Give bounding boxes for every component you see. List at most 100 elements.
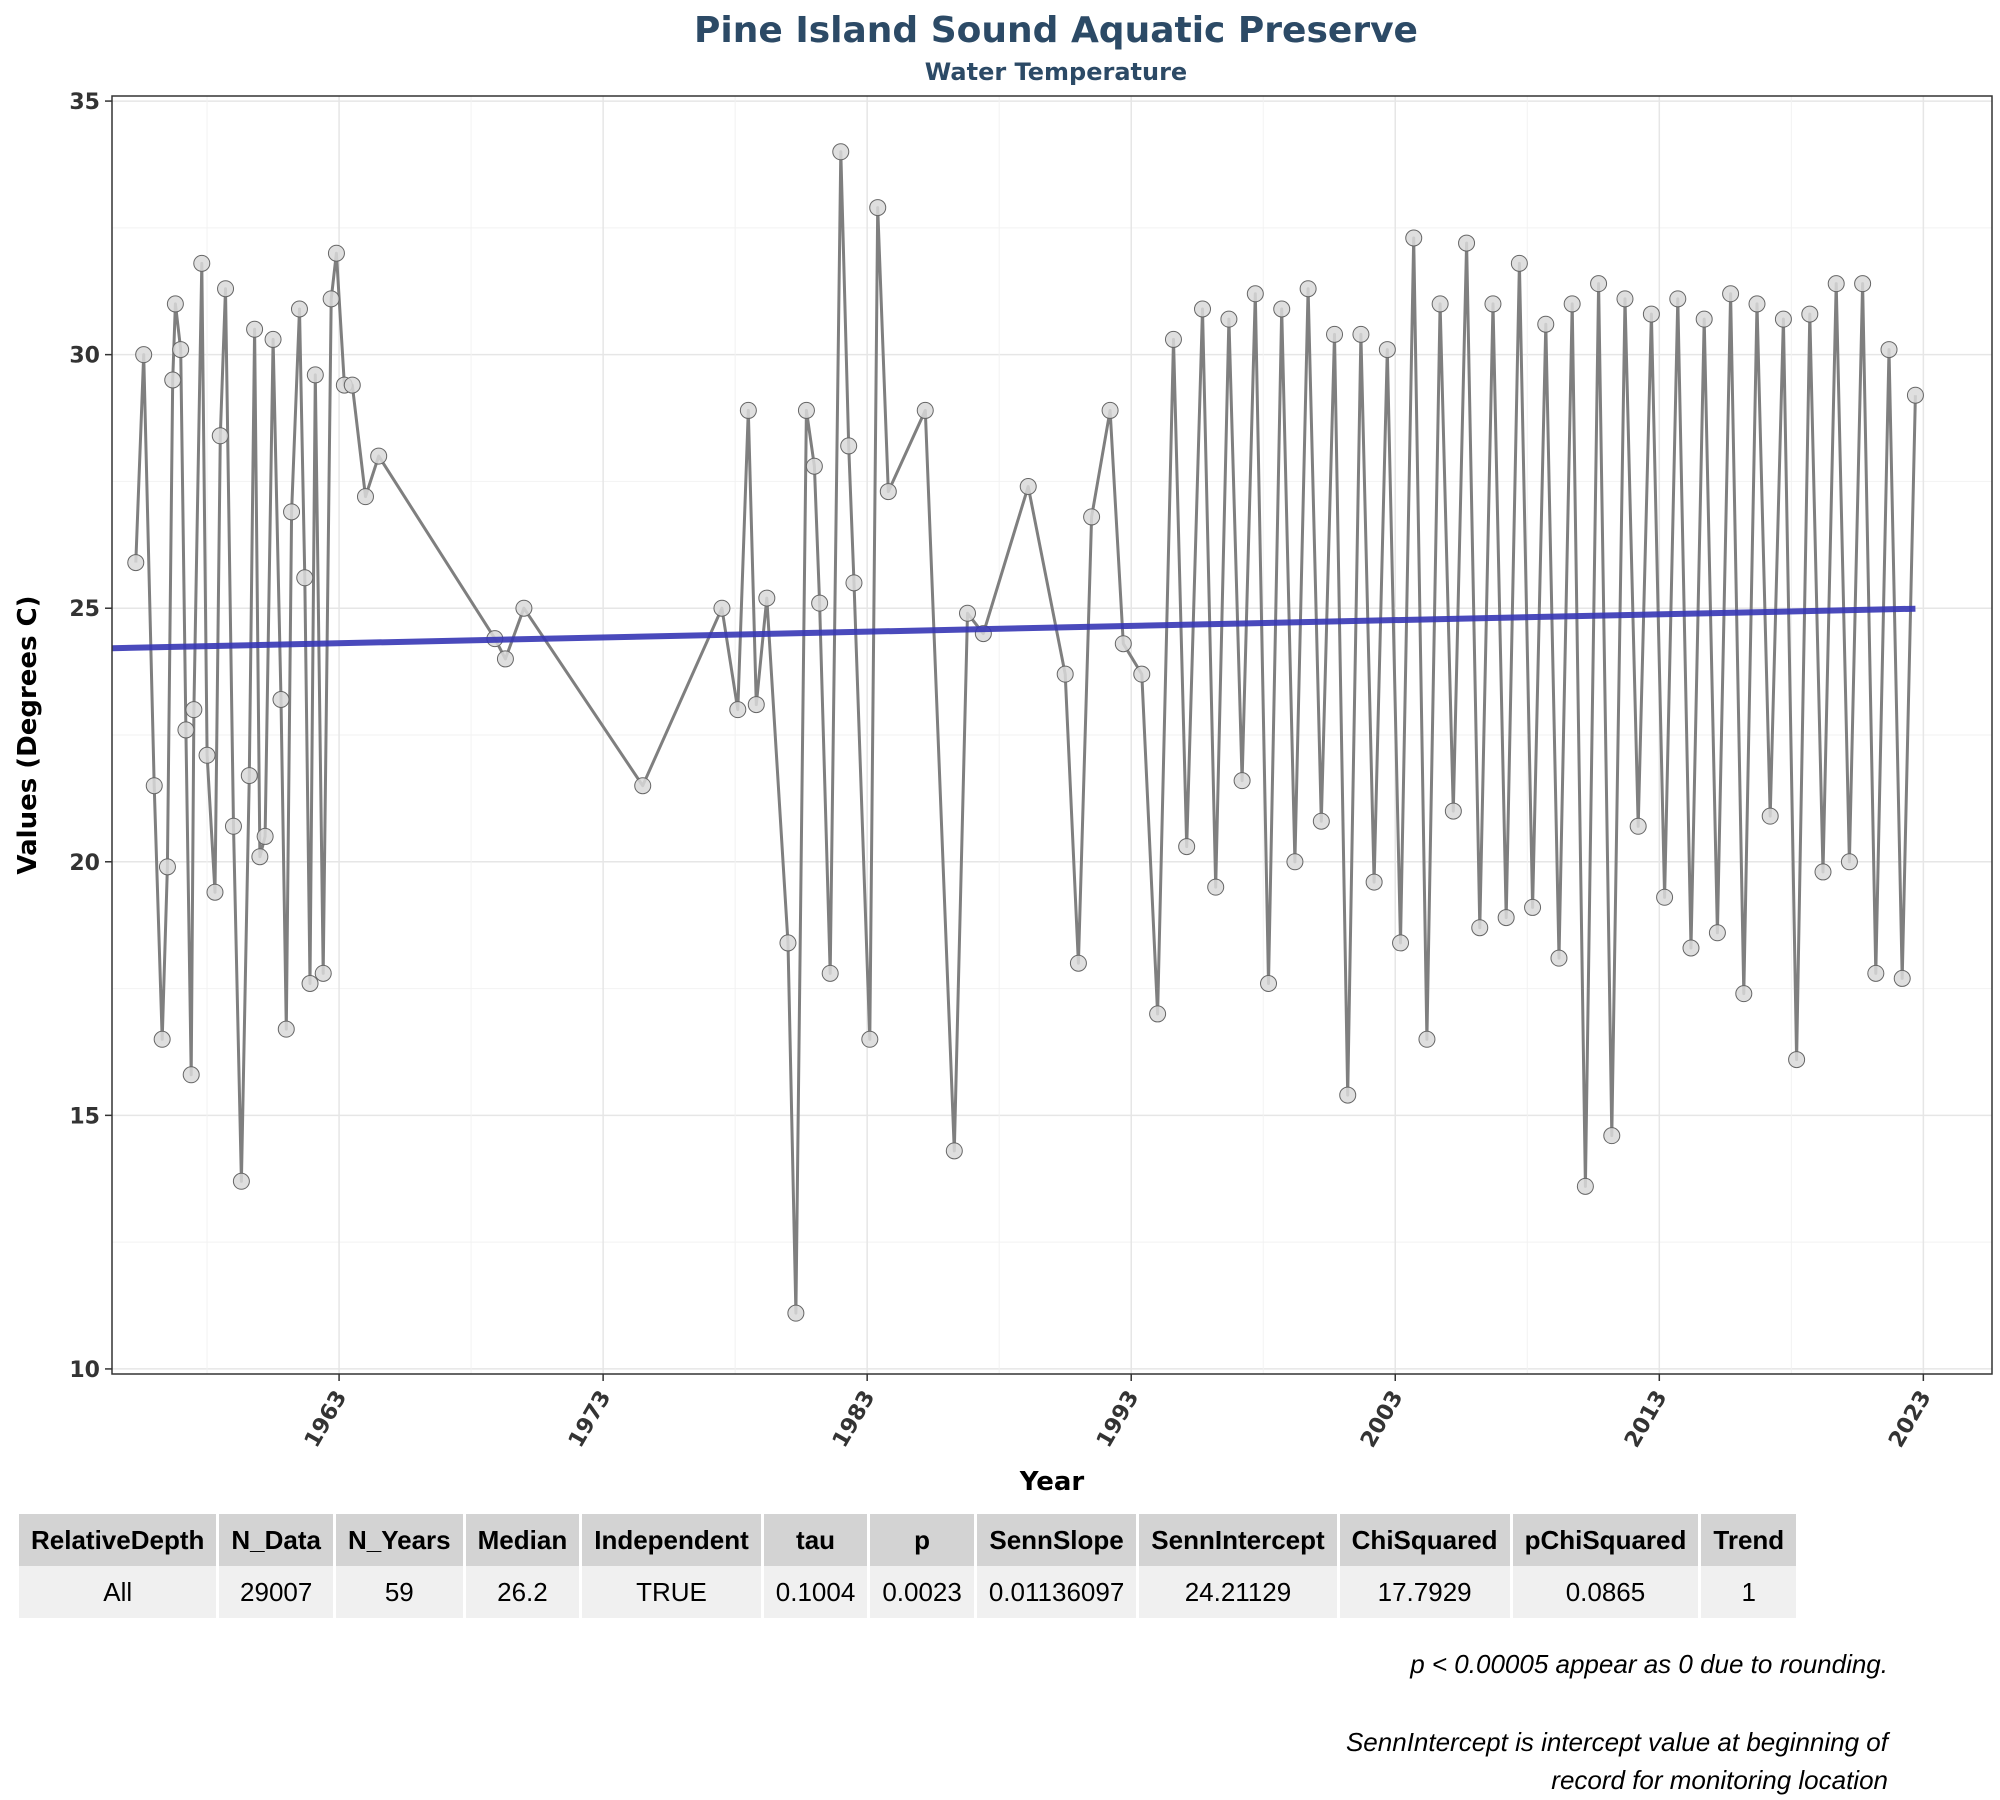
plot-border xyxy=(111,95,1993,1375)
data-point xyxy=(264,330,282,348)
data-point xyxy=(158,858,176,876)
data-point xyxy=(758,589,776,607)
data-point xyxy=(1642,305,1660,323)
data-point xyxy=(916,401,934,419)
data-point xyxy=(1735,985,1753,1003)
data-point xyxy=(1563,295,1581,313)
x-tick-label: 1993 xyxy=(1092,1387,1144,1453)
header-senn-intercept: SennIntercept xyxy=(1139,1514,1337,1566)
header-independent: Independent xyxy=(582,1514,761,1566)
trend-line xyxy=(111,605,1916,652)
grid xyxy=(112,96,1992,1374)
data-point xyxy=(251,848,269,866)
data-point xyxy=(240,767,258,785)
x-tick-label: 1983 xyxy=(828,1387,880,1453)
data-point xyxy=(1220,310,1238,328)
cell-tau: 0.1004 xyxy=(763,1566,868,1618)
data-point xyxy=(1510,254,1528,272)
data-point xyxy=(232,1172,250,1190)
data-point xyxy=(861,1030,879,1048)
data-point xyxy=(1365,873,1383,891)
cell-p: 0.0023 xyxy=(870,1566,974,1618)
cell-trend: 1 xyxy=(1701,1566,1797,1618)
cell-independent: TRUE xyxy=(582,1566,761,1618)
data-point xyxy=(1603,1127,1621,1145)
data-point xyxy=(1339,1086,1357,1104)
data-point xyxy=(1405,229,1423,247)
header-senn-slope: SennSlope xyxy=(976,1514,1137,1566)
data-point xyxy=(314,964,332,982)
table-row: All 29007 59 26.2 TRUE 0.1004 0.0023 0.0… xyxy=(19,1566,1797,1618)
data-point xyxy=(1695,310,1713,328)
data-point xyxy=(283,503,301,521)
data-point xyxy=(1840,853,1858,871)
data-point xyxy=(1194,300,1212,318)
data-point xyxy=(1471,919,1489,937)
header-p-chi-squared: pChiSquared xyxy=(1512,1514,1699,1566)
cell-chi-squared: 17.7929 xyxy=(1339,1566,1510,1618)
data-point xyxy=(1069,954,1087,972)
data-point xyxy=(290,300,308,318)
chart: Pine Island Sound Aquatic Preserve Water… xyxy=(13,10,1993,1497)
data-point xyxy=(1550,949,1568,967)
data-point xyxy=(182,1066,200,1084)
data-point xyxy=(1246,285,1264,303)
data-point xyxy=(1101,401,1119,419)
data-point xyxy=(135,346,153,364)
data-point xyxy=(1444,802,1462,820)
data-point xyxy=(1906,386,1924,404)
data-point xyxy=(1669,290,1687,308)
data-point xyxy=(1326,325,1344,343)
y-axis-title: Values (Degrees C) xyxy=(13,595,43,874)
data-point xyxy=(840,437,858,455)
y-tick-label: 15 xyxy=(69,1104,100,1129)
data-point xyxy=(515,599,533,617)
data-point xyxy=(1083,508,1101,526)
data-point xyxy=(1378,341,1396,359)
y-tick-label: 30 xyxy=(69,344,100,369)
data-point xyxy=(821,964,839,982)
data-point xyxy=(185,701,203,719)
data-point xyxy=(1537,315,1555,333)
data-point xyxy=(1616,290,1634,308)
data-point xyxy=(1133,665,1151,683)
cell-senn-intercept: 24.21129 xyxy=(1139,1566,1337,1618)
x-tick-label: 1973 xyxy=(564,1387,616,1453)
data-point xyxy=(1233,772,1251,790)
data-point xyxy=(206,883,224,901)
data-point xyxy=(343,376,361,394)
header-chi-squared: ChiSquared xyxy=(1339,1514,1510,1566)
data-point xyxy=(1497,909,1515,927)
data-point xyxy=(729,701,747,719)
data-point xyxy=(246,320,264,338)
data-point xyxy=(1484,295,1502,313)
data-point xyxy=(296,569,314,587)
data-point xyxy=(1748,295,1766,313)
data-point xyxy=(779,934,797,952)
data-point xyxy=(1827,275,1845,293)
data-point xyxy=(1260,975,1278,992)
data-point xyxy=(869,199,887,217)
data-point xyxy=(1207,878,1225,896)
data-point xyxy=(1056,665,1074,683)
data-point xyxy=(177,721,195,739)
data-point xyxy=(1774,310,1792,328)
data-point xyxy=(217,280,235,298)
intercept-note-line1: SennIntercept is intercept value at begi… xyxy=(1345,1727,1888,1757)
data-point xyxy=(256,827,274,845)
header-n-years: N_Years xyxy=(335,1514,463,1566)
data-point xyxy=(166,295,184,313)
stats-table: RelativeDepth N_Data N_Years Median Inde… xyxy=(16,1514,1799,1618)
data-point xyxy=(1019,478,1037,495)
y-tick-label: 25 xyxy=(69,597,100,622)
trend-line-group xyxy=(111,605,1916,652)
header-p: p xyxy=(870,1514,974,1566)
x-tick-label: 2023 xyxy=(1884,1387,1936,1453)
y-tick-label: 20 xyxy=(69,851,100,876)
data-points xyxy=(127,143,1924,1322)
data-point xyxy=(327,244,345,262)
intercept-note-line2: record for monitoring location xyxy=(1551,1765,1888,1795)
data-point xyxy=(634,777,652,795)
cell-n-years: 59 xyxy=(335,1566,463,1618)
x-tick-label: 1963 xyxy=(300,1387,352,1453)
